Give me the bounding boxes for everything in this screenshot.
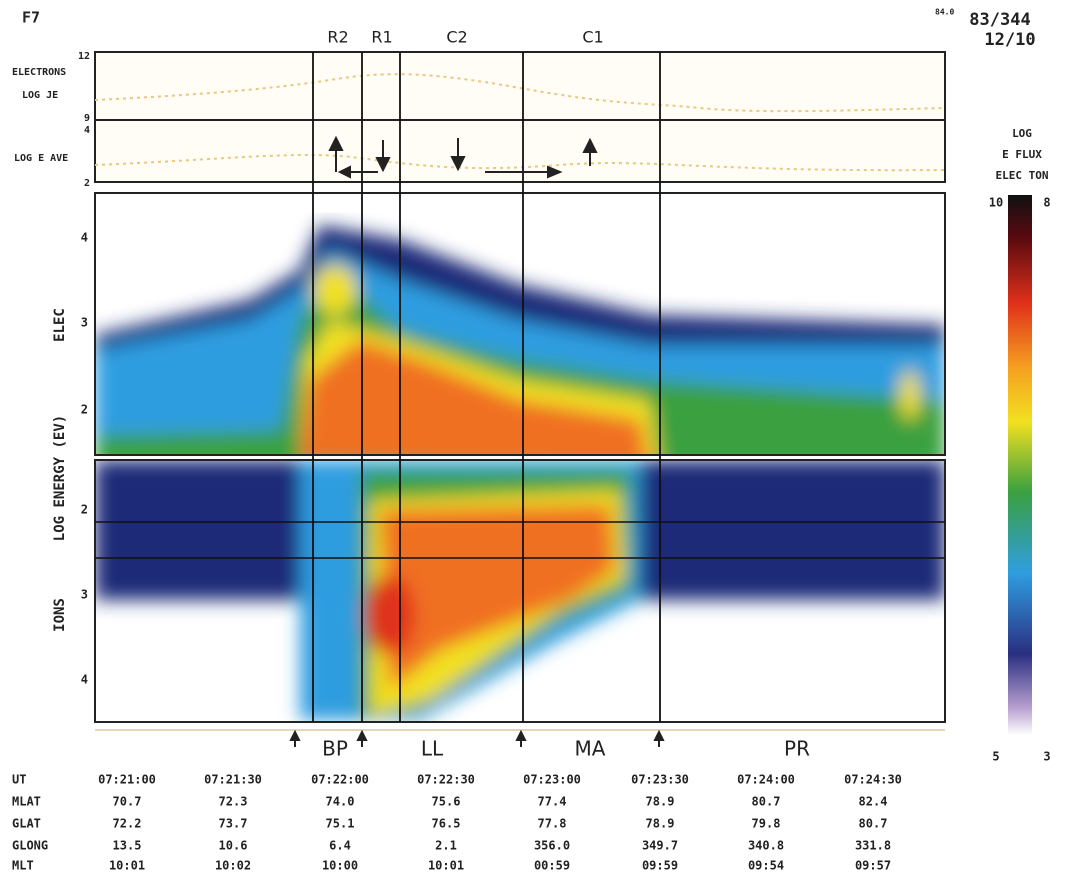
je-panel [94, 51, 946, 121]
region-label: R2 [327, 28, 348, 47]
boundary-label: BP [322, 737, 348, 761]
table-cell: 10:01 [109, 859, 145, 873]
day: 83/344 [969, 10, 1030, 30]
table-cell: 72.2 [113, 817, 142, 831]
region-label: C1 [582, 28, 603, 47]
table-cell: 78.9 [646, 795, 675, 809]
region-label: C2 [446, 28, 467, 47]
panel-label: ELECTRONS [12, 67, 66, 78]
colorbar-title: ELEC TON [996, 169, 1049, 182]
table-cell: 77.4 [538, 795, 567, 809]
electron-frame [94, 192, 946, 456]
table-cell: 77.8 [538, 817, 567, 831]
table-cell: 72.3 [219, 795, 248, 809]
table-cell: 10.6 [219, 839, 248, 853]
table-cell: 80.7 [752, 795, 781, 809]
ion-spectrogram [95, 460, 945, 722]
tick-label: 4 [81, 673, 88, 687]
boundary-lines [312, 52, 661, 722]
tick-label: 3 [81, 316, 88, 330]
tick-label: 2 [81, 403, 88, 417]
table-cell: 10:00 [322, 859, 358, 873]
trace [94, 73, 946, 113]
satellite: F7 [22, 9, 40, 27]
table-cell: 79.8 [752, 817, 781, 831]
row-header: MLT [12, 859, 34, 873]
table-cell: 10:01 [428, 859, 464, 873]
orbit-label: 84.0 [935, 8, 954, 17]
colorbar-label: 5 [992, 750, 999, 764]
tick-label: 4 [81, 231, 88, 245]
tick-label: 4 [84, 125, 90, 136]
electron-spectrogram [95, 193, 945, 455]
table-cell: 78.9 [646, 817, 675, 831]
table-cell: 07:22:00 [311, 773, 369, 787]
tick-label: 3 [81, 588, 88, 602]
colorbar-title: E FLUX [1002, 148, 1042, 161]
region-label: R1 [371, 28, 392, 47]
table-cell: 340.8 [748, 839, 784, 853]
table-cell: 07:22:30 [417, 773, 475, 787]
panel-label: LOG JE [22, 90, 58, 101]
table-cell: 07:24:30 [844, 773, 902, 787]
panel-label: LOG E AVE [14, 153, 68, 164]
table-cell: 07:23:00 [523, 773, 581, 787]
table-cell: 07:21:00 [98, 773, 156, 787]
boundary-label: LL [421, 737, 444, 761]
trace [94, 154, 946, 172]
table-cell: 331.8 [855, 839, 891, 853]
table-cell: 349.7 [642, 839, 678, 853]
row-header: UT [12, 773, 26, 787]
boundary-label: PR [784, 737, 810, 761]
ion-frame [94, 459, 946, 723]
colorbar-label: 10 [989, 196, 1003, 210]
table-cell: 75.6 [432, 795, 461, 809]
axis-label: ELEC [52, 308, 68, 342]
table-cell: 75.1 [326, 817, 355, 831]
table-cell: 80.7 [859, 817, 888, 831]
table-cell: 13.5 [113, 839, 142, 853]
table-cell: 2.1 [435, 839, 457, 853]
tick-label: 9 [84, 113, 90, 124]
table-cell: 70.7 [113, 795, 142, 809]
table-cell: 73.7 [219, 817, 248, 831]
tick-label: 2 [81, 503, 88, 517]
table-cell: 09:57 [855, 859, 891, 873]
table-cell: 07:23:30 [631, 773, 689, 787]
axis-label: LOG ENERGY (EV) [52, 415, 68, 541]
table-cell: 76.5 [432, 817, 461, 831]
colorbar-label: 8 [1043, 196, 1050, 210]
boundary-arrows [289, 729, 665, 747]
table-cell: 10:02 [215, 859, 251, 873]
boundary-label: MA [575, 737, 606, 761]
colorbar-title: LOG [1012, 127, 1032, 140]
row-header: GLAT [12, 817, 41, 831]
table-cell: 07:24:00 [737, 773, 795, 787]
table-cell: 74.0 [326, 795, 355, 809]
colorbar-label: 3 [1043, 750, 1050, 764]
table-cell: 356.0 [534, 839, 570, 853]
table-cell: 09:59 [642, 859, 678, 873]
table-cell: 00:59 [534, 859, 570, 873]
table-cell: 82.4 [859, 795, 888, 809]
colorbar [1008, 195, 1032, 735]
date: 12/10 [984, 30, 1035, 50]
table-cell: 6.4 [329, 839, 351, 853]
ephemeris-table: UT 07:21:00 07:21:30 07:22:00 07:22:30 07:23:… [12, 773, 902, 873]
table-cell: 09:54 [748, 859, 784, 873]
row-header: GLONG [12, 839, 48, 853]
tick-label: 12 [78, 51, 90, 62]
tick-label: 2 [84, 178, 90, 189]
row-header: MLAT [12, 795, 41, 809]
axis-label: IONS [52, 598, 68, 632]
flow-arrows [328, 135, 598, 179]
table-cell: 07:21:30 [204, 773, 262, 787]
